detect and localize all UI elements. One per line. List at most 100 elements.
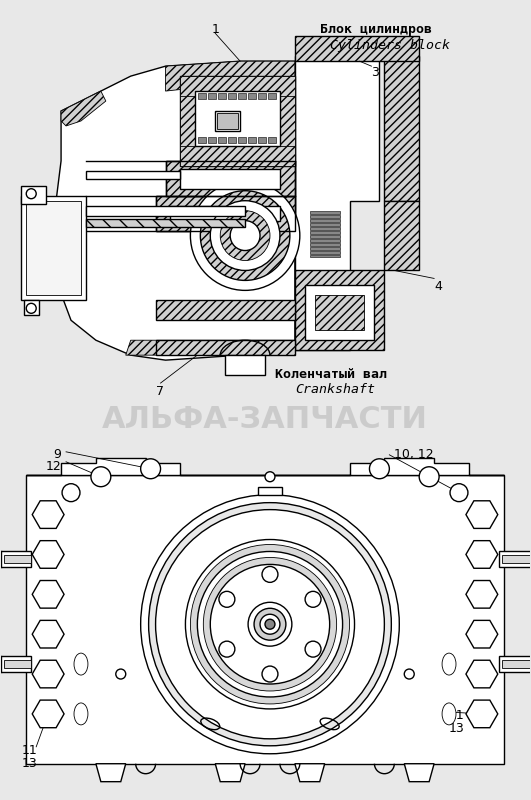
Bar xyxy=(228,137,236,143)
Polygon shape xyxy=(466,620,498,648)
Circle shape xyxy=(254,608,286,640)
Circle shape xyxy=(116,669,126,679)
Polygon shape xyxy=(295,56,380,350)
Polygon shape xyxy=(466,700,498,728)
Ellipse shape xyxy=(74,703,88,725)
Circle shape xyxy=(219,591,235,607)
Bar xyxy=(181,76,200,166)
Polygon shape xyxy=(295,36,459,370)
Circle shape xyxy=(262,666,278,682)
Bar xyxy=(310,222,340,226)
Ellipse shape xyxy=(442,653,456,675)
Bar xyxy=(2,551,31,567)
Polygon shape xyxy=(166,61,295,91)
Polygon shape xyxy=(215,764,245,782)
Bar xyxy=(21,196,86,300)
Bar xyxy=(499,551,531,567)
Bar xyxy=(156,340,295,355)
Bar xyxy=(181,76,295,96)
Bar xyxy=(310,250,340,254)
Polygon shape xyxy=(61,91,106,126)
Bar xyxy=(181,76,295,166)
Bar xyxy=(310,242,340,246)
Circle shape xyxy=(141,458,160,478)
Circle shape xyxy=(26,189,36,198)
Circle shape xyxy=(248,602,292,646)
Circle shape xyxy=(305,641,321,657)
Circle shape xyxy=(191,181,300,290)
Bar xyxy=(502,555,531,563)
Bar xyxy=(310,254,340,258)
Polygon shape xyxy=(466,501,498,529)
Text: 13: 13 xyxy=(449,722,465,735)
Bar xyxy=(310,246,340,250)
Bar xyxy=(258,486,282,494)
Polygon shape xyxy=(32,581,64,608)
Text: 4: 4 xyxy=(434,281,442,294)
Text: Блок цилиндров: Блок цилиндров xyxy=(320,23,432,36)
Polygon shape xyxy=(466,581,498,608)
Bar xyxy=(268,137,276,143)
Text: 12: 12 xyxy=(45,460,61,473)
Bar xyxy=(268,93,276,99)
Bar xyxy=(26,201,81,295)
Text: 10, 12: 10, 12 xyxy=(395,448,434,461)
Bar xyxy=(248,93,256,99)
Polygon shape xyxy=(466,660,498,688)
Bar xyxy=(225,355,265,375)
Bar xyxy=(181,169,280,189)
Bar xyxy=(86,170,181,178)
Bar xyxy=(238,137,246,143)
Bar xyxy=(199,137,207,143)
Bar xyxy=(86,206,245,216)
Bar xyxy=(310,214,340,218)
Bar xyxy=(195,91,280,146)
Bar xyxy=(310,230,340,234)
Text: Cylinders block: Cylinders block xyxy=(330,39,450,52)
Circle shape xyxy=(260,614,280,634)
Bar xyxy=(310,210,340,214)
Bar xyxy=(295,270,384,350)
Polygon shape xyxy=(404,764,434,782)
Circle shape xyxy=(149,502,391,746)
Circle shape xyxy=(198,551,342,697)
Circle shape xyxy=(265,472,275,482)
Bar xyxy=(315,295,364,330)
Bar xyxy=(275,76,295,166)
Bar xyxy=(310,218,340,222)
Bar xyxy=(199,93,207,99)
Bar xyxy=(384,201,419,270)
Circle shape xyxy=(200,190,290,281)
Bar xyxy=(4,660,31,668)
Bar xyxy=(228,93,236,99)
Circle shape xyxy=(185,539,355,709)
Bar xyxy=(86,218,245,226)
Bar xyxy=(215,111,240,131)
Polygon shape xyxy=(26,474,504,764)
Circle shape xyxy=(404,669,414,679)
Text: Crankshaft: Crankshaft xyxy=(295,383,375,396)
Polygon shape xyxy=(466,541,498,568)
Circle shape xyxy=(262,566,278,582)
Bar xyxy=(310,226,340,230)
Polygon shape xyxy=(32,501,64,529)
Circle shape xyxy=(210,565,330,684)
Bar xyxy=(217,113,238,129)
Bar xyxy=(502,660,531,668)
Circle shape xyxy=(26,303,36,314)
Bar xyxy=(166,161,295,196)
Bar xyxy=(21,186,46,204)
Circle shape xyxy=(156,510,384,739)
Circle shape xyxy=(305,591,321,607)
Bar xyxy=(156,196,295,230)
Circle shape xyxy=(265,619,275,630)
Polygon shape xyxy=(32,541,64,568)
Circle shape xyxy=(191,545,349,704)
Bar xyxy=(305,286,374,340)
Ellipse shape xyxy=(442,703,456,725)
Circle shape xyxy=(419,466,439,486)
Bar xyxy=(2,656,31,672)
Bar xyxy=(4,555,31,563)
Bar xyxy=(238,93,246,99)
Bar xyxy=(258,137,266,143)
